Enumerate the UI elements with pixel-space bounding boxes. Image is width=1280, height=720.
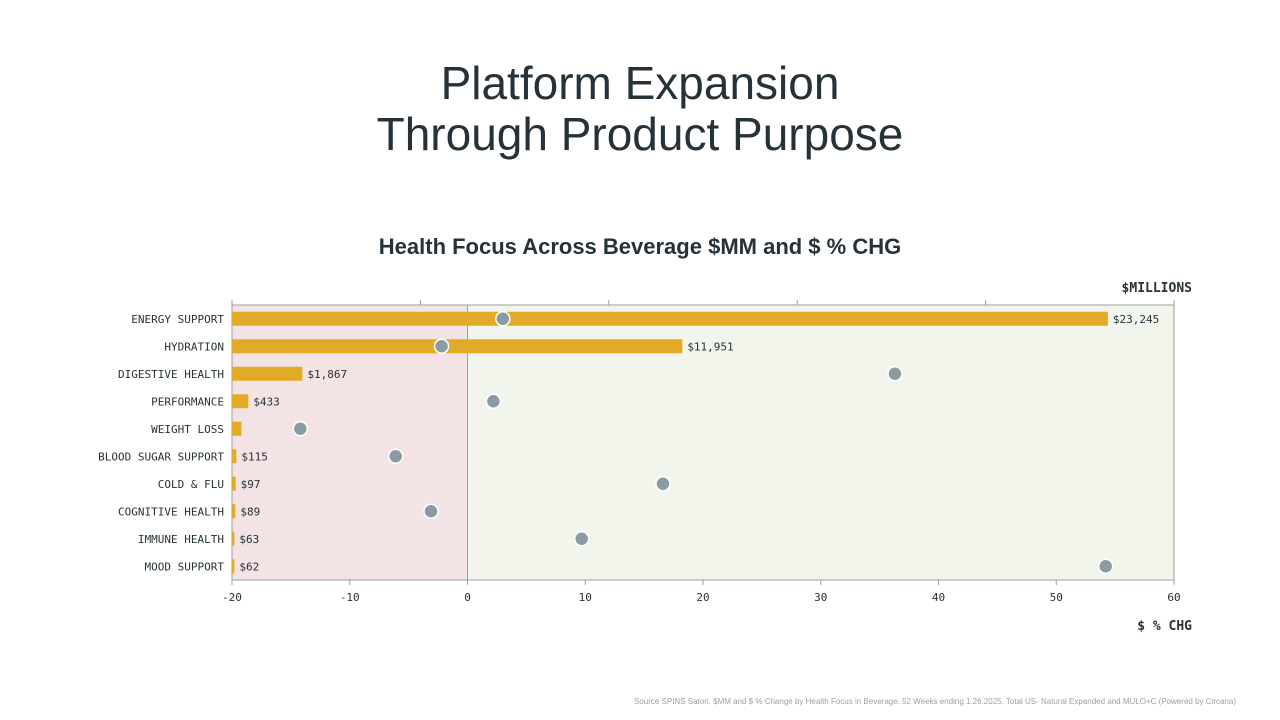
bar: [232, 394, 249, 409]
bar: [232, 476, 236, 491]
pct-change-axis-label: $ % CHG: [1137, 619, 1192, 634]
bar-value-label: $62: [239, 560, 259, 573]
x-tick-label: -10: [340, 591, 360, 604]
pct-change-point: [485, 393, 502, 409]
category-label: MOOD SUPPORT: [145, 560, 225, 573]
category-label: PERFORMANCE: [151, 395, 224, 408]
category-label: ENERGY SUPPORT: [131, 313, 224, 326]
bar-value-label: $89: [240, 505, 260, 518]
bar: [232, 366, 303, 381]
chart-title: Health Focus Across Beverage $MM and $ %…: [378, 234, 902, 259]
bar: [232, 531, 235, 546]
bar: [232, 449, 237, 464]
x-tick-label: 20: [696, 591, 709, 604]
bar-value-label: $115: [241, 450, 267, 463]
x-tick-label: 50: [1050, 591, 1063, 604]
bar: [232, 504, 236, 519]
pct-change-point: [423, 503, 439, 519]
bar-value-label: $433: [253, 395, 279, 408]
pct-change-point: [495, 311, 511, 327]
bar: [232, 311, 1108, 326]
page-title: Platform Expansion Through Product Purpo…: [0, 58, 1280, 160]
pct-change-point: [433, 338, 450, 354]
x-tick-label: 30: [814, 591, 827, 604]
bar-value-label: $63: [239, 533, 259, 546]
millions-axis-label: $MILLIONS: [1121, 281, 1192, 296]
pct-change-point: [1097, 558, 1114, 574]
pct-change-point: [573, 531, 590, 547]
page-title-line-2: Through Product Purpose: [376, 108, 904, 160]
bar-value-label: $97: [241, 478, 261, 491]
category-label: IMMUNE HEALTH: [138, 533, 224, 546]
page-title-line-1: Platform Expansion: [440, 57, 840, 109]
bar: [232, 421, 242, 436]
bar: [232, 339, 683, 354]
category-label: COGNITIVE HEALTH: [118, 505, 224, 518]
bar-value-label: $1,867: [307, 368, 347, 381]
category-label: WEIGHT LOSS: [151, 423, 224, 436]
x-tick-label: 40: [932, 591, 945, 604]
x-tick-label: 0: [464, 591, 471, 604]
pct-change-point: [292, 421, 309, 437]
bar-value-label: $11,951: [687, 340, 733, 353]
x-tick-label: 10: [579, 591, 592, 604]
pct-change-point: [387, 448, 404, 464]
pct-change-point: [655, 476, 671, 492]
category-label: BLOOD SUGAR SUPPORT: [98, 450, 224, 463]
category-label: HYDRATION: [164, 340, 224, 353]
category-label: DIGESTIVE HEALTH: [118, 368, 224, 381]
bar: [232, 559, 235, 574]
x-tick-label: -20: [222, 591, 242, 604]
source-note: Source SPINS Satori. $MM and $ % Change …: [633, 697, 1236, 706]
x-tick-label: 60: [1167, 591, 1180, 604]
category-label: COLD & FLU: [158, 478, 224, 491]
bar-value-label: $23,245: [1113, 313, 1159, 326]
pct-change-point: [887, 366, 903, 382]
